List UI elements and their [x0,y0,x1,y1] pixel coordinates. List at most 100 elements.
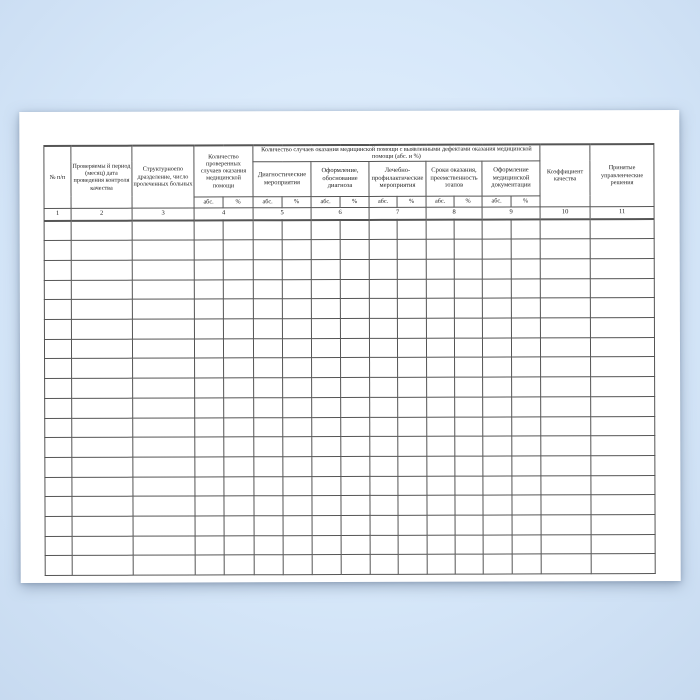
table-cell [311,417,341,437]
col-header-treatment: Лечебно-профилактические мероприятия [368,160,427,197]
table-cell [194,417,224,438]
table-cell [397,456,427,476]
table-cell [482,318,512,338]
table-cell [253,397,283,418]
table-cell [282,495,313,516]
table-cell [132,220,195,241]
table-cell [340,495,371,516]
table-cell [590,416,655,436]
table-cell [340,259,370,280]
table-cell [311,357,341,378]
table-cell [590,475,656,495]
table-cell [454,455,483,476]
table-cell [511,495,542,515]
table-cell [253,417,283,437]
table-cell [454,475,483,496]
table-cell [311,476,341,496]
table-cell [45,535,73,556]
pct-subheader: % [282,196,312,208]
table-cell [312,554,342,575]
table-cell [71,476,133,497]
table-cell [71,279,133,300]
abs-subheader: абс. [426,195,455,207]
table-cell [282,377,312,398]
table-cell [590,337,655,358]
table-cell [590,258,655,279]
table-cell [223,240,254,260]
table-cell [591,494,656,515]
table-cell [253,299,283,319]
table-cell [71,299,133,320]
table-cell [253,318,283,339]
table-cell [540,396,591,417]
column-number-cell: 10 [540,206,591,220]
table-cell [511,396,541,417]
table-row [44,416,655,438]
table-cell [511,337,541,358]
table-row [44,238,655,261]
table-cell [398,534,428,555]
table-cell [282,417,312,437]
table-cell [540,416,591,437]
table-row [44,218,655,241]
table-cell [540,475,592,496]
table-cell [341,535,371,555]
table-cell [540,239,591,259]
abs-subheader: абс. [311,196,341,208]
table-cell [590,297,655,318]
table-cell [427,554,456,575]
table-cell [455,554,484,575]
table-cell [223,358,254,379]
table-cell [194,496,225,516]
table-cell [427,534,456,555]
table-cell [194,476,224,497]
table-cell [369,475,398,496]
table-cell [194,240,224,260]
table-cell [132,417,195,438]
table-cell [340,338,370,358]
pct-subheader: % [511,195,541,207]
table-cell [369,436,398,457]
table-cell [71,220,133,241]
table-cell [71,240,133,261]
table-cell [540,455,591,476]
table-cell [253,240,283,260]
table-cell [454,318,483,338]
table-cell [369,279,398,299]
table-cell [341,515,371,536]
table-cell [194,397,224,418]
table-cell [44,240,72,261]
table-cell [253,358,283,378]
table-cell [369,298,398,319]
table-cell [454,396,483,417]
table-cell [44,417,72,438]
table-cell [132,299,195,320]
col-header-diagnosis-registration: Оформление, обоснование диагноза [310,161,370,197]
table-row [44,258,655,281]
column-number-cell: 11 [590,206,655,219]
table-cell [311,259,341,280]
table-cell [311,338,341,359]
table-cell [540,317,591,338]
table-cell [282,239,312,260]
table-cell [44,299,72,320]
table-cell [590,396,655,417]
table-cell [223,318,254,339]
table-cell [45,516,73,537]
table-cell [455,534,484,555]
table-cell [254,535,284,556]
table-cell [397,219,427,240]
table-cell [540,435,591,456]
table-cell [282,397,312,418]
table-cell [72,516,134,536]
table-cell [511,377,541,397]
table-cell [224,515,255,536]
table-cell [223,259,254,280]
table-cell [590,238,655,259]
table-cell [540,278,591,299]
table-cell [253,377,283,398]
table-cell [253,436,283,457]
col-header-period: Проверяемы й период (месяц) дата проведе… [70,145,133,209]
table-cell [44,476,72,497]
column-number-cell: 6 [311,207,370,220]
